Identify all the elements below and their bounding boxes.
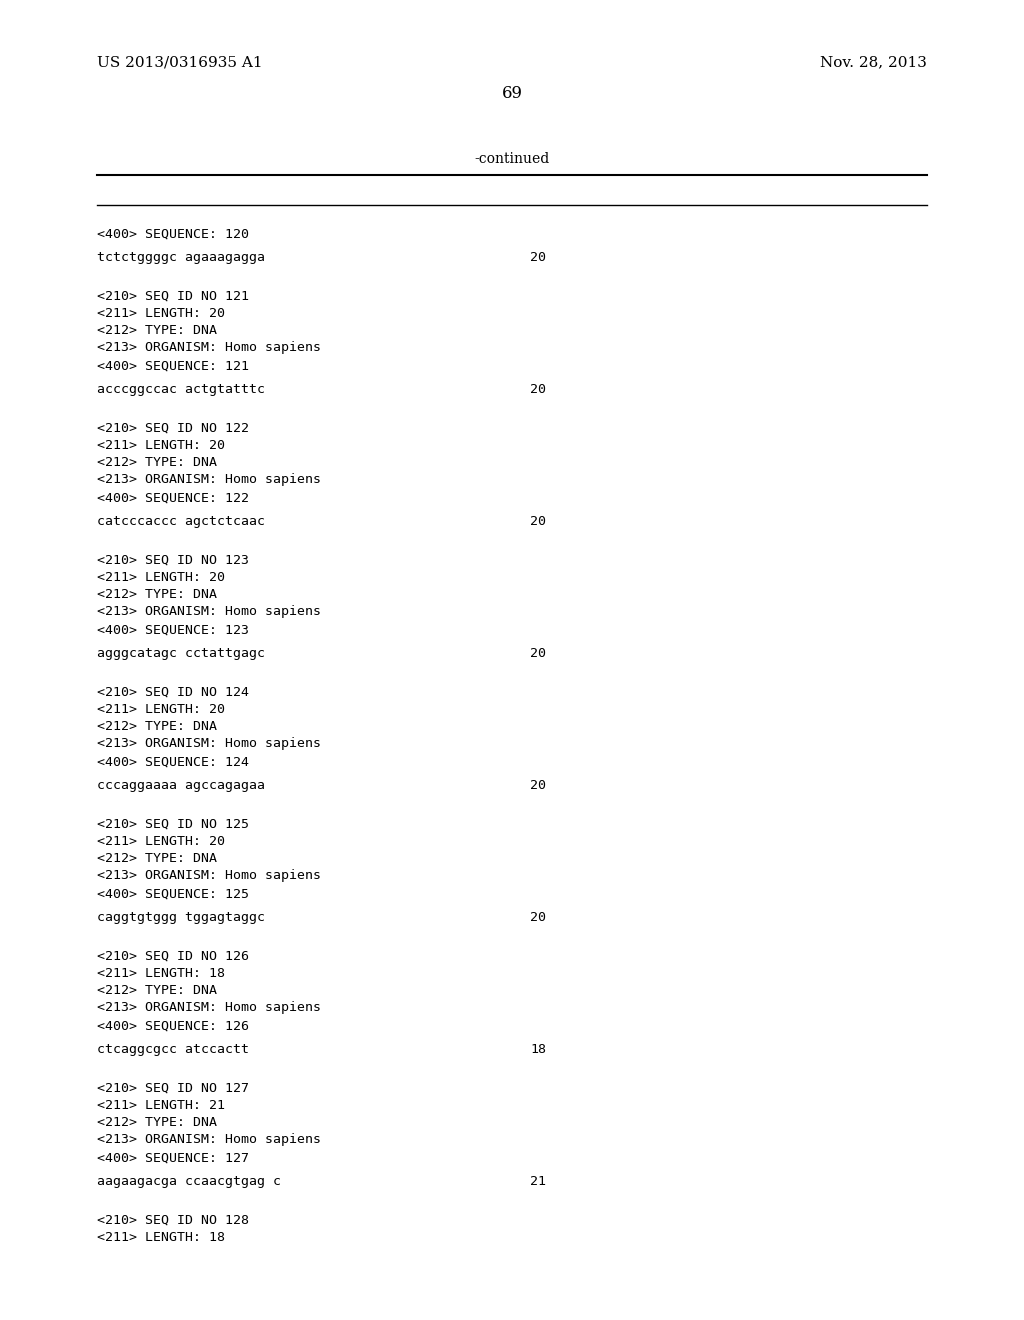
Text: 69: 69 [502,84,522,102]
Text: 20: 20 [530,515,546,528]
Text: <210> SEQ ID NO 123: <210> SEQ ID NO 123 [97,554,249,568]
Text: <212> TYPE: DNA: <212> TYPE: DNA [97,455,217,469]
Text: <211> LENGTH: 21: <211> LENGTH: 21 [97,1100,225,1111]
Text: catcccaccc agctctcaac: catcccaccc agctctcaac [97,515,265,528]
Text: caggtgtggg tggagtaggc: caggtgtggg tggagtaggc [97,911,265,924]
Text: cccaggaaaa agccagagaa: cccaggaaaa agccagagaa [97,779,265,792]
Text: <213> ORGANISM: Homo sapiens: <213> ORGANISM: Homo sapiens [97,1001,321,1014]
Text: <212> TYPE: DNA: <212> TYPE: DNA [97,323,217,337]
Text: <210> SEQ ID NO 121: <210> SEQ ID NO 121 [97,290,249,304]
Text: <400> SEQUENCE: 124: <400> SEQUENCE: 124 [97,756,249,770]
Text: <400> SEQUENCE: 122: <400> SEQUENCE: 122 [97,492,249,506]
Text: agggcatagc cctattgagc: agggcatagc cctattgagc [97,647,265,660]
Text: <210> SEQ ID NO 125: <210> SEQ ID NO 125 [97,818,249,832]
Text: <400> SEQUENCE: 121: <400> SEQUENCE: 121 [97,360,249,374]
Text: <211> LENGTH: 20: <211> LENGTH: 20 [97,572,225,583]
Text: -continued: -continued [474,152,550,166]
Text: <212> TYPE: DNA: <212> TYPE: DNA [97,851,217,865]
Text: <211> LENGTH: 20: <211> LENGTH: 20 [97,308,225,319]
Text: <210> SEQ ID NO 126: <210> SEQ ID NO 126 [97,950,249,964]
Text: <213> ORGANISM: Homo sapiens: <213> ORGANISM: Homo sapiens [97,605,321,618]
Text: <211> LENGTH: 18: <211> LENGTH: 18 [97,968,225,979]
Text: <210> SEQ ID NO 127: <210> SEQ ID NO 127 [97,1082,249,1096]
Text: <213> ORGANISM: Homo sapiens: <213> ORGANISM: Homo sapiens [97,869,321,882]
Text: <400> SEQUENCE: 125: <400> SEQUENCE: 125 [97,888,249,902]
Text: <212> TYPE: DNA: <212> TYPE: DNA [97,1115,217,1129]
Text: <211> LENGTH: 20: <211> LENGTH: 20 [97,440,225,451]
Text: <210> SEQ ID NO 122: <210> SEQ ID NO 122 [97,422,249,436]
Text: 20: 20 [530,779,546,792]
Text: <211> LENGTH: 20: <211> LENGTH: 20 [97,704,225,715]
Text: 20: 20 [530,647,546,660]
Text: aagaagacga ccaacgtgag c: aagaagacga ccaacgtgag c [97,1175,281,1188]
Text: <213> ORGANISM: Homo sapiens: <213> ORGANISM: Homo sapiens [97,341,321,354]
Text: 21: 21 [530,1175,546,1188]
Text: <400> SEQUENCE: 126: <400> SEQUENCE: 126 [97,1020,249,1034]
Text: tctctggggc agaaagagga: tctctggggc agaaagagga [97,251,265,264]
Text: 20: 20 [530,383,546,396]
Text: <211> LENGTH: 20: <211> LENGTH: 20 [97,836,225,847]
Text: Nov. 28, 2013: Nov. 28, 2013 [820,55,927,69]
Text: ctcaggcgcc atccactt: ctcaggcgcc atccactt [97,1043,249,1056]
Text: <212> TYPE: DNA: <212> TYPE: DNA [97,983,217,997]
Text: <213> ORGANISM: Homo sapiens: <213> ORGANISM: Homo sapiens [97,1133,321,1146]
Text: <400> SEQUENCE: 123: <400> SEQUENCE: 123 [97,624,249,638]
Text: <400> SEQUENCE: 127: <400> SEQUENCE: 127 [97,1152,249,1166]
Text: US 2013/0316935 A1: US 2013/0316935 A1 [97,55,262,69]
Text: <211> LENGTH: 18: <211> LENGTH: 18 [97,1232,225,1243]
Text: 20: 20 [530,911,546,924]
Text: <213> ORGANISM: Homo sapiens: <213> ORGANISM: Homo sapiens [97,737,321,750]
Text: 20: 20 [530,251,546,264]
Text: <212> TYPE: DNA: <212> TYPE: DNA [97,587,217,601]
Text: 18: 18 [530,1043,546,1056]
Text: acccggccac actgtatttc: acccggccac actgtatttc [97,383,265,396]
Text: <212> TYPE: DNA: <212> TYPE: DNA [97,719,217,733]
Text: <210> SEQ ID NO 124: <210> SEQ ID NO 124 [97,686,249,700]
Text: <400> SEQUENCE: 120: <400> SEQUENCE: 120 [97,228,249,242]
Text: <213> ORGANISM: Homo sapiens: <213> ORGANISM: Homo sapiens [97,473,321,486]
Text: <210> SEQ ID NO 128: <210> SEQ ID NO 128 [97,1214,249,1228]
